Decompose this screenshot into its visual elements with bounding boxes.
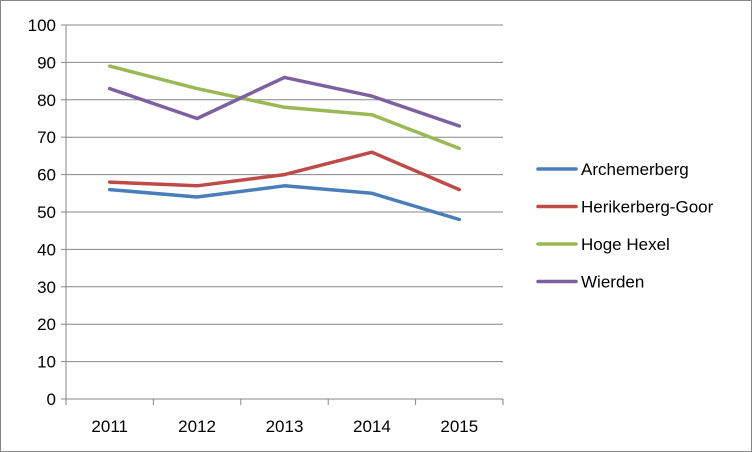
y-tick-label: 20 bbox=[37, 315, 56, 334]
y-axis-tick-labels: 0 10 20 30 40 50 60 70 80 90 100 bbox=[28, 16, 56, 409]
x-axis-tick-labels: 2011 2012 2013 2014 2015 bbox=[91, 417, 478, 436]
x-tick-label: 2011 bbox=[91, 417, 128, 436]
legend-label: Herikerberg-Goor bbox=[581, 198, 714, 217]
x-tick-label: 2015 bbox=[440, 417, 478, 436]
y-tick-label: 30 bbox=[37, 278, 56, 297]
y-tick-label: 90 bbox=[37, 53, 56, 72]
y-tick-label: 40 bbox=[37, 240, 56, 259]
series-line-hoge-hexel bbox=[107, 64, 462, 151]
series-line-archemerberg bbox=[107, 184, 462, 222]
y-tick-label: 60 bbox=[37, 166, 56, 185]
y-tick-label: 50 bbox=[37, 203, 56, 222]
series-line-herikerberg-goor bbox=[107, 150, 462, 192]
series-lines bbox=[107, 64, 462, 222]
legend-label: Archemerberg bbox=[581, 160, 689, 179]
y-tick-label: 0 bbox=[47, 390, 56, 409]
legend: Archemerberg Herikerberg-Goor Hoge Hexel Wi… bbox=[536, 160, 714, 292]
y-tick-label: 10 bbox=[37, 353, 56, 372]
series-line-wierden bbox=[107, 75, 462, 128]
x-tick-label: 2012 bbox=[178, 417, 216, 436]
x-tick-label: 2014 bbox=[353, 417, 391, 436]
axes bbox=[61, 24, 504, 405]
legend-label: Wierden bbox=[581, 273, 644, 292]
x-tick-label: 2013 bbox=[266, 417, 304, 436]
grid-lines bbox=[66, 24, 503, 363]
y-tick-label: 70 bbox=[37, 128, 56, 147]
legend-label: Hoge Hexel bbox=[581, 235, 670, 254]
y-tick-label: 100 bbox=[28, 16, 56, 35]
y-tick-label: 80 bbox=[37, 91, 56, 110]
